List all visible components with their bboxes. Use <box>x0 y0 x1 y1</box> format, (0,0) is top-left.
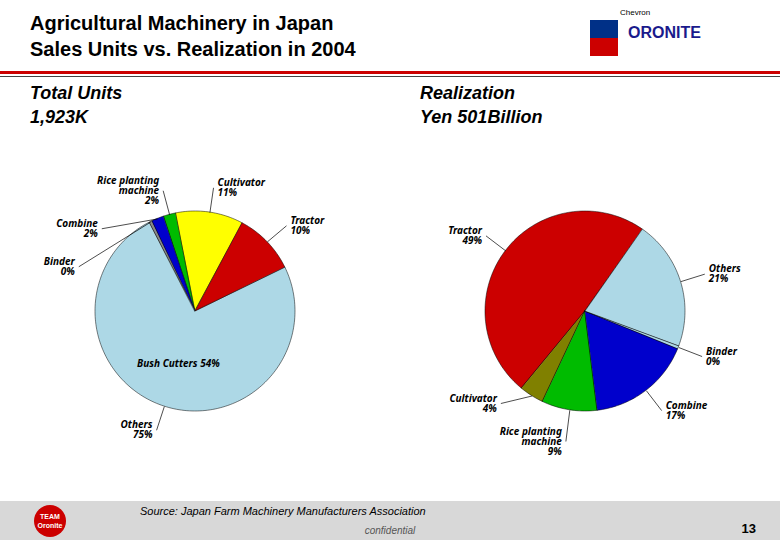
svg-text:Binder0%: Binder0% <box>44 254 76 278</box>
svg-text:Others21%: Others21% <box>708 261 741 285</box>
svg-text:Tractor49%: Tractor49% <box>448 223 483 247</box>
svg-text:Binder0%: Binder0% <box>706 344 738 368</box>
svg-text:Combine2%: Combine2% <box>56 216 98 240</box>
html-text:Chevron: Chevron <box>620 8 651 17</box>
svg-text:Bush Cutters 54%: Bush Cutters 54% <box>137 356 220 370</box>
svg-text:Rice plantingmachine9%: Rice plantingmachine9% <box>500 424 563 458</box>
html-text:13: 13 <box>741 521 756 536</box>
html-text:TEAM Oronite: TEAM Oronite <box>37 513 63 529</box>
html-text:confidential: confidential <box>364 525 416 536</box>
html-text:Agricultural Machinery in Japa: Agricultural Machinery in Japan <box>30 12 334 34</box>
svg-text:Cultivator11%: Cultivator11% <box>218 175 266 199</box>
svg-text:Tractor10%: Tractor10% <box>291 213 326 237</box>
html-text:ORONITE: ORONITE <box>628 24 701 41</box>
svg-text:Rice plantingmachine2%: Rice plantingmachine2% <box>97 173 160 207</box>
html-text:Total Units 1,923K: Total Units 1,923K <box>30 83 123 127</box>
svg-text:Others75%: Others75% <box>121 417 153 441</box>
html-text:Sales Units vs. Realization in: Sales Units vs. Realization in 2004 <box>30 38 356 60</box>
html-text:Source: Japan Farm Machinery M: Source: Japan Farm Machinery Manufacture… <box>140 505 426 517</box>
svg-text:Cultivator4%: Cultivator4% <box>449 391 497 415</box>
html-text:Realization Yen 501Billion: Realization Yen 501Billion <box>420 83 543 127</box>
svg-text:Combine17%: Combine17% <box>666 398 708 422</box>
